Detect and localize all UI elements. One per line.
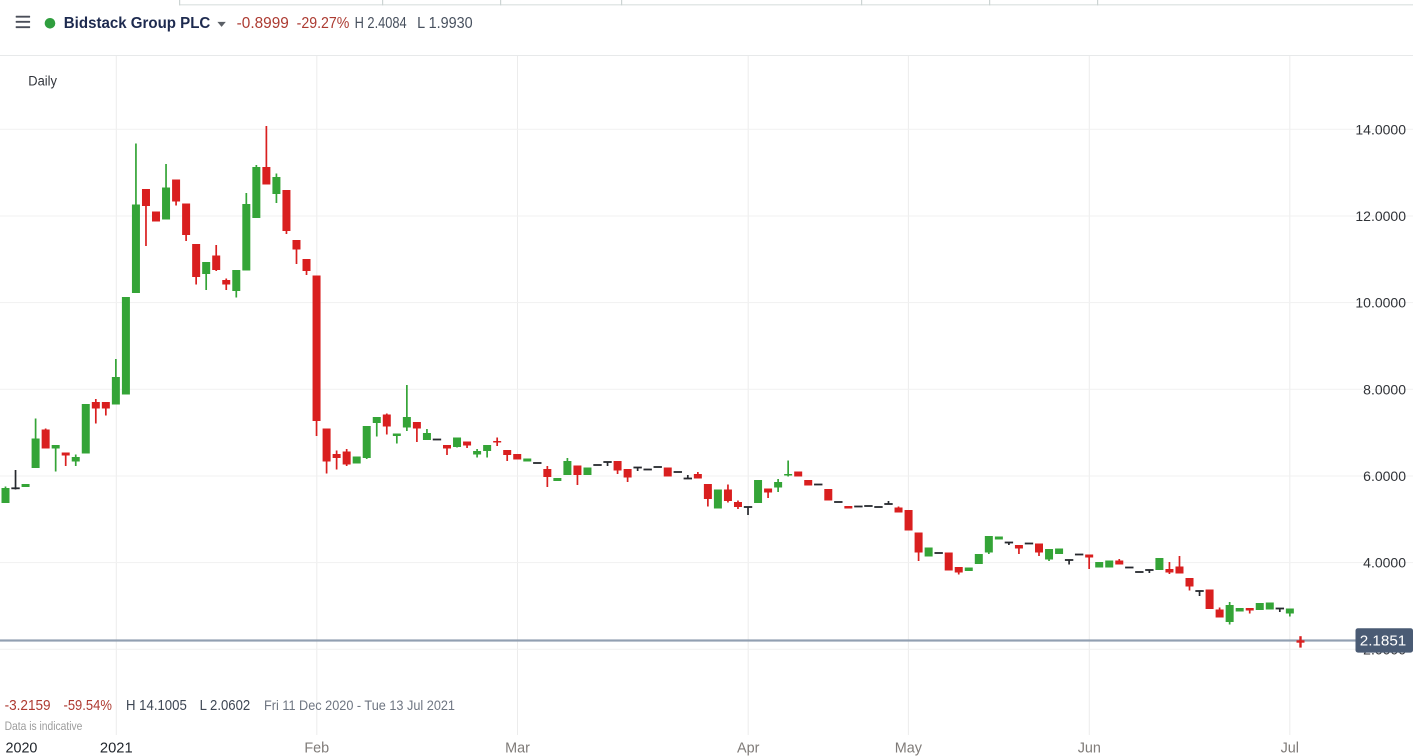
svg-text:L 2.0602: L 2.0602 [200,698,251,714]
svg-text:2021: 2021 [100,741,133,756]
svg-text:H 14.1005: H 14.1005 [126,698,187,714]
svg-text:-29.27%: -29.27% [297,15,350,32]
svg-text:6.0000: 6.0000 [1363,468,1406,484]
svg-text:Apr: Apr [737,741,760,756]
svg-text:-59.54%: -59.54% [64,698,112,714]
svg-text:Data is indicative: Data is indicative [5,719,83,733]
svg-text:-0.8999: -0.8999 [237,15,289,32]
svg-text:4.0000: 4.0000 [1363,555,1406,571]
svg-text:Jul: Jul [1281,741,1299,756]
svg-text:Mar: Mar [505,741,530,756]
svg-text:H 2.4084: H 2.4084 [355,15,408,32]
svg-text:14.0000: 14.0000 [1355,121,1406,137]
svg-text:12.0000: 12.0000 [1355,208,1406,224]
svg-text:Fri 11 Dec 2020 - Tue 13 Jul 2: Fri 11 Dec 2020 - Tue 13 Jul 2021 [264,698,455,714]
svg-text:Feb: Feb [304,741,329,756]
svg-text:L 1.9930: L 1.9930 [417,15,473,32]
svg-text:-3.2159: -3.2159 [5,698,51,714]
svg-text:8.0000: 8.0000 [1363,381,1406,397]
svg-text:May: May [895,741,923,756]
svg-text:Bidstack Group PLC: Bidstack Group PLC [64,15,211,32]
svg-text:10.0000: 10.0000 [1355,295,1406,311]
svg-text:Daily: Daily [28,74,58,90]
svg-text:2020: 2020 [6,741,38,756]
svg-text:Jun: Jun [1078,741,1101,756]
svg-text:2.1851: 2.1851 [1360,633,1406,650]
